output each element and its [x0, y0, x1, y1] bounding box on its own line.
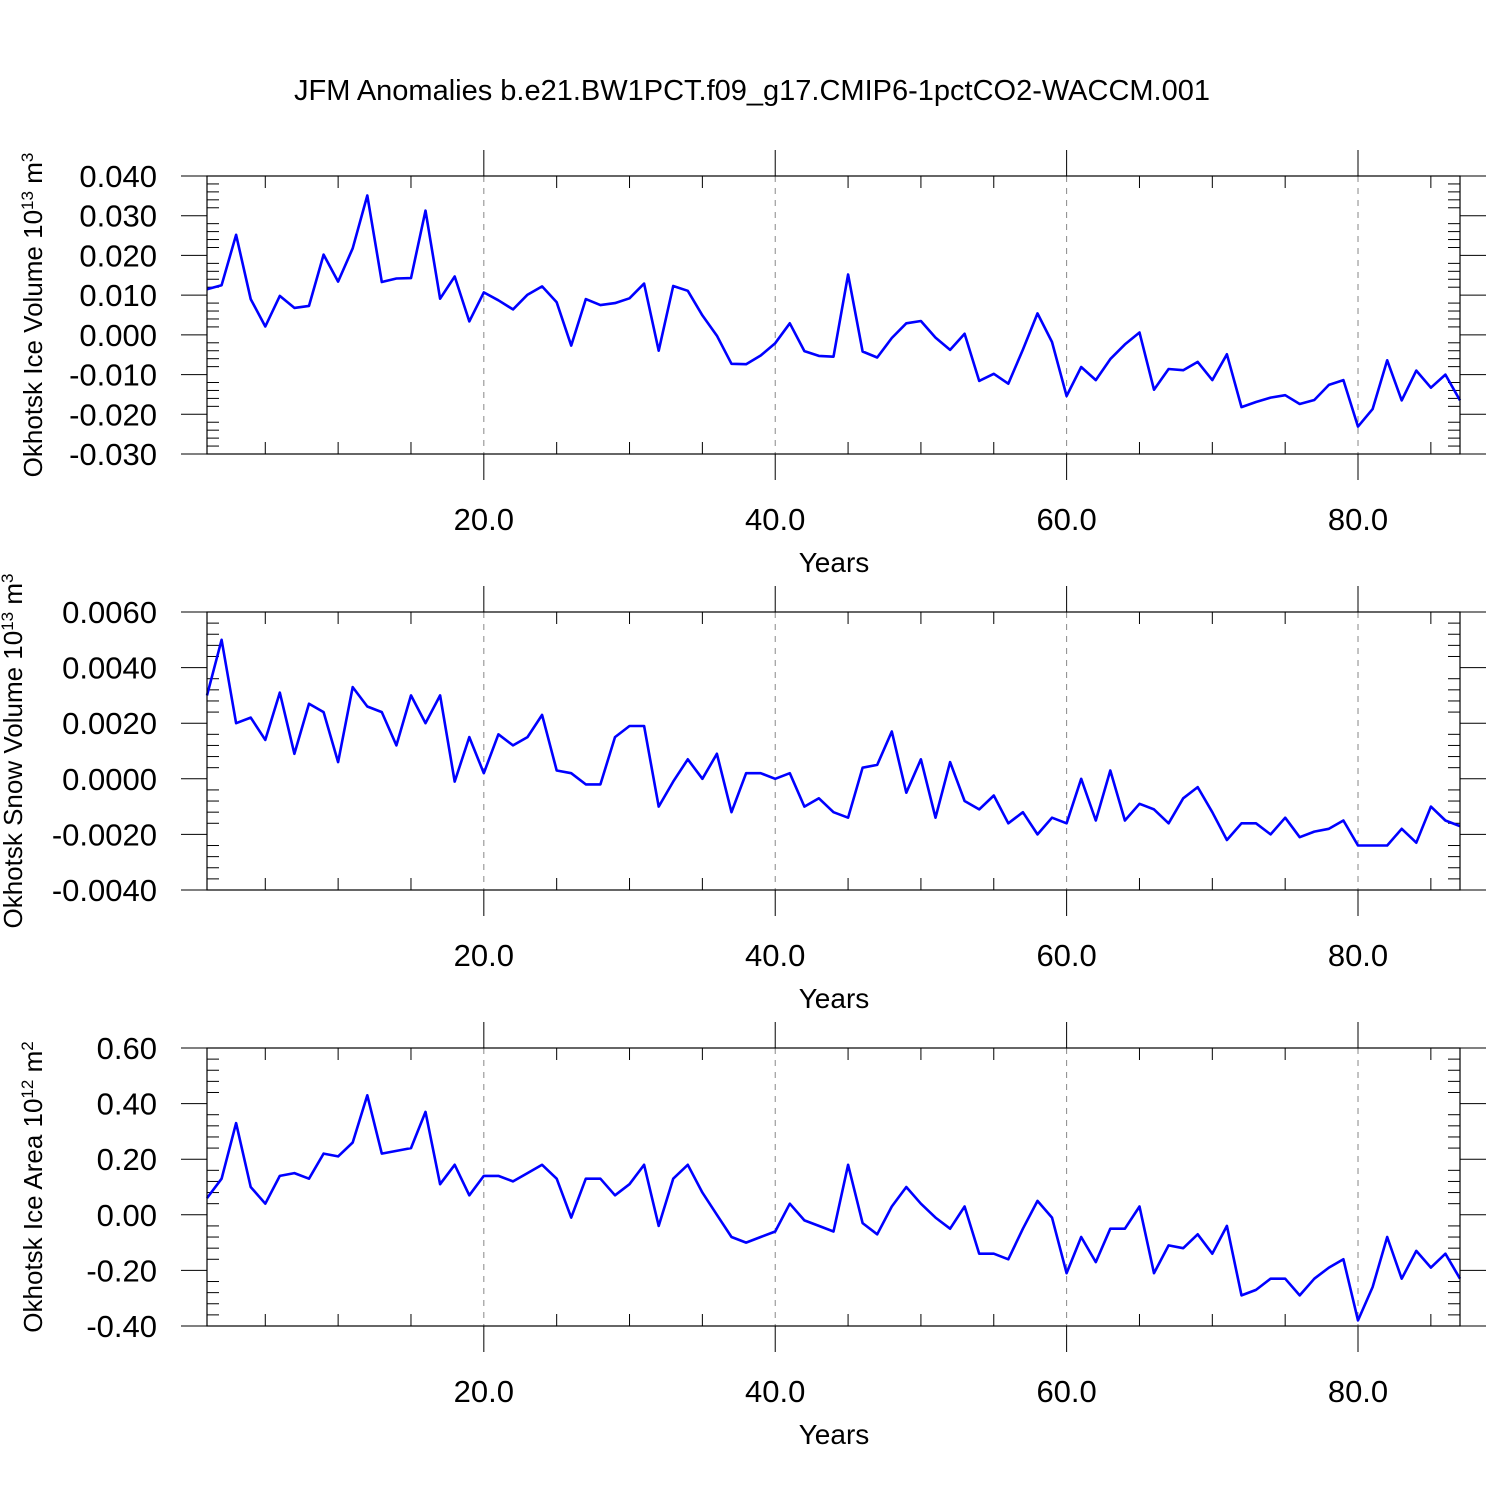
x-tick-label-4: 80.0	[1328, 1374, 1388, 1409]
panel-3: 20.0 40.0 60.0 80.0 -0.40 -0.20 0.00 0.20 0.40 0.…	[18, 1022, 1486, 1450]
x-tick-label-1: 20.0	[454, 938, 514, 973]
y-axis-label-superscript: 13	[0, 612, 17, 631]
y-tick-label-5: 0.0040	[62, 651, 157, 686]
y-tick-label-3: 0.0000	[62, 762, 157, 797]
y-axis-label-2: Okhotsk Snow Volume 1013 m3	[0, 574, 28, 929]
y-tick-label-3: -0.010	[69, 358, 157, 393]
y-axis-label-superscript: 3	[0, 574, 17, 583]
y-axis-label-superscript: 13	[18, 191, 37, 210]
x-axis-label-3: Years	[799, 1419, 870, 1450]
series-line-2	[205, 638, 1461, 847]
y-tick-label-1: -0.030	[69, 437, 157, 472]
y-tick-label-4: 0.0020	[62, 706, 157, 741]
y-axis-label-text: Okhotsk Ice Volume 10	[18, 210, 48, 477]
x-tick-label-3: 60.0	[1036, 1374, 1096, 1409]
panel-2: 20.0 40.0 60.0 80.0 -0.0040 -0.0020 0.0000 0.00…	[0, 574, 1486, 1014]
x-tick-label-1: 20.0	[454, 502, 514, 537]
y-tick-label-8: 0.040	[79, 159, 157, 194]
x-tick-label-2: 40.0	[745, 938, 805, 973]
y-tick-label-5: 0.010	[79, 278, 157, 313]
x-tick-label-3: 60.0	[1036, 938, 1096, 973]
plot-frame-1	[206, 175, 1461, 455]
x-tick-label-2: 40.0	[745, 1374, 805, 1409]
y-tick-label-6: 0.60	[97, 1031, 157, 1066]
y-tick-label-2: -0.020	[69, 397, 157, 432]
y-tick-label-7: 0.030	[79, 199, 157, 234]
plot-frame-3	[206, 1047, 1461, 1327]
y-axis-label-superscript: 2	[18, 1041, 37, 1050]
y-axis-label-3: Okhotsk Ice Area 1012 m2	[18, 1041, 49, 1332]
y-axis-label-1: Okhotsk Ice Volume 1013 m3	[18, 153, 49, 478]
y-tick-label-5: 0.40	[97, 1087, 157, 1122]
x-axis-label-2: Years	[799, 983, 870, 1014]
y-tick-label-4: 0.20	[97, 1142, 157, 1177]
y-axis-label-text: m	[18, 162, 48, 191]
panels-container: 20.0 40.0 60.0 80.0-0.030-0.020-0.0100.0000…	[0, 150, 1486, 1450]
figure-title: JFM Anomalies b.e21.BW1PCT.f09_g17.CMIP6…	[294, 75, 1210, 107]
y-tick-label-6: 0.020	[79, 238, 157, 273]
y-axis-label-text: m	[0, 583, 28, 612]
x-tick-label-4: 80.0	[1328, 938, 1388, 973]
y-axis-label-text: Okhotsk Snow Volume 10	[0, 631, 28, 929]
y-tick-label-2: -0.20	[86, 1253, 157, 1288]
series-line-3	[205, 1094, 1462, 1322]
y-axis-label-text: m	[18, 1051, 48, 1080]
y-tick-label-1: -0.40	[86, 1309, 157, 1344]
series-line-1	[206, 194, 1462, 428]
y-tick-label-6: 0.0060	[62, 595, 157, 630]
y-tick-label-3: 0.00	[97, 1198, 157, 1233]
y-tick-label-4: 0.000	[79, 318, 157, 353]
y-tick-label-2: -0.0020	[52, 817, 157, 852]
x-tick-label-1: 20.0	[454, 1374, 514, 1409]
x-tick-label-4: 80.0	[1328, 502, 1388, 537]
y-axis-label-superscript: 3	[18, 153, 37, 162]
plot-frame-2	[206, 611, 1461, 891]
x-tick-label-3: 60.0	[1036, 502, 1096, 537]
x-axis-label-1: Years	[799, 547, 870, 578]
y-axis-label-text: Okhotsk Ice Area 10	[18, 1099, 48, 1333]
panel-1: 20.0 40.0 60.0 80.0 -0.030 -0.020 -0.010 0.000 0…	[18, 150, 1486, 578]
x-tick-label-2: 40.0	[745, 502, 805, 537]
y-tick-label-1: -0.0040	[52, 873, 157, 908]
y-axis-label-superscript: 12	[18, 1080, 37, 1099]
